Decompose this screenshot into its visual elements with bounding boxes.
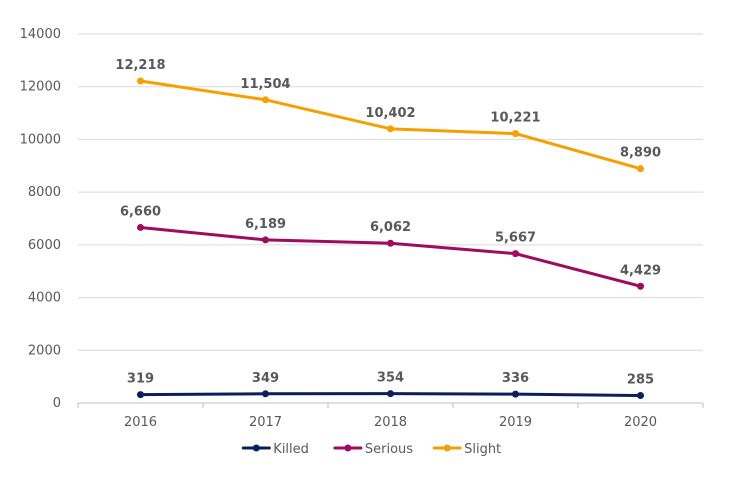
series-lines	[137, 77, 644, 399]
data-point-serious	[512, 250, 519, 258]
x-tick-label: 2017	[249, 415, 282, 430]
series-line-serious	[139, 225, 642, 288]
gridlines	[78, 33, 703, 404]
data-label-slight: 11,504	[240, 77, 290, 92]
data-label-serious: 6,660	[120, 204, 161, 219]
y-tick-label: 2000	[28, 343, 61, 358]
data-point-slight	[512, 130, 519, 138]
data-label-slight: 12,218	[115, 58, 165, 73]
y-tick-label: 6000	[28, 238, 61, 253]
legend-item-serious: Serious	[333, 442, 413, 457]
data-point-serious	[387, 239, 394, 247]
data-point-slight	[637, 165, 644, 173]
data-label-slight: 10,221	[490, 111, 540, 126]
data-label-serious: 5,667	[495, 231, 536, 246]
data-point-killed	[387, 390, 394, 398]
y-tick-label: 4000	[28, 291, 61, 306]
x-tick-label: 2016	[124, 415, 157, 430]
y-tick-label: 0	[53, 396, 61, 411]
data-point-serious	[262, 236, 269, 244]
data-point-killed	[262, 390, 269, 398]
data-point-slight	[387, 125, 394, 133]
series-line-slight	[139, 79, 642, 171]
legend-marker-slight	[443, 444, 451, 452]
data-label-serious: 6,062	[370, 220, 411, 235]
legend-label-slight: Slight	[464, 442, 501, 457]
data-label-slight: 8,890	[620, 146, 661, 161]
data-label-serious: 6,189	[245, 217, 286, 232]
legend-label-killed: Killed	[273, 442, 309, 457]
y-tick-label: 10000	[20, 132, 61, 147]
legend-marker-serious	[344, 444, 352, 452]
legend-item-killed: Killed	[241, 442, 309, 457]
data-label-slight: 10,402	[365, 106, 415, 121]
data-label-killed: 354	[377, 371, 404, 386]
legend-label-serious: Serious	[365, 442, 413, 457]
data-label-killed: 336	[502, 371, 529, 386]
data-point-killed	[637, 391, 644, 399]
data-point-killed	[512, 390, 519, 398]
data-label-killed: 319	[127, 372, 154, 387]
data-label-killed: 285	[627, 372, 654, 387]
data-labels: 319 349 354 336 285 6,660 6,189 6,062 5,667 4,429…	[115, 58, 661, 388]
data-point-killed	[137, 391, 144, 399]
legend-marker-killed	[252, 444, 260, 452]
data-label-serious: 4,429	[620, 263, 661, 278]
x-tick-label: 2020	[624, 415, 657, 430]
data-point-slight	[262, 96, 269, 104]
y-axis: 0 2000 4000 6000 8000 10000 12000 14000	[20, 27, 61, 411]
data-point-slight	[137, 77, 144, 85]
x-tick-label: 2018	[374, 415, 407, 430]
data-point-serious	[137, 223, 144, 231]
x-axis: 2016 2017 2018 2019 2020	[77, 403, 704, 430]
data-point-serious	[637, 282, 644, 290]
y-tick-label: 14000	[20, 27, 61, 42]
data-label-killed: 349	[252, 371, 279, 386]
x-tick-label: 2019	[499, 415, 532, 430]
y-tick-label: 8000	[28, 185, 61, 200]
y-tick-label: 12000	[20, 80, 61, 95]
legend: Killed Serious Slight	[241, 442, 501, 457]
legend-item-slight: Slight	[432, 442, 501, 457]
